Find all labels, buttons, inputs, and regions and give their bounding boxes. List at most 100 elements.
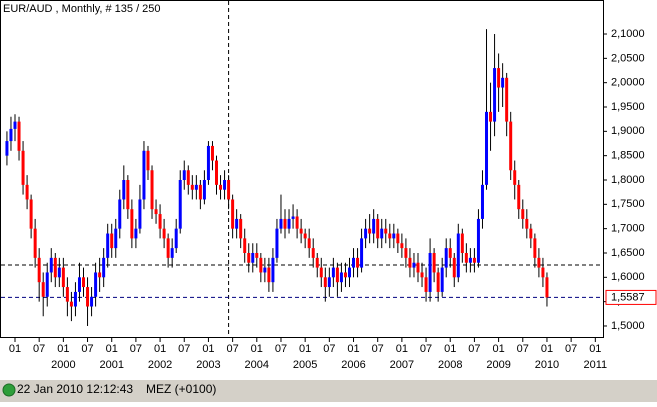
candle-body (364, 228, 368, 239)
candle-body (82, 277, 86, 288)
candle-body (307, 238, 311, 249)
candle-body (360, 238, 364, 268)
candle-body (170, 248, 174, 258)
candle-body (186, 170, 190, 185)
candle-body (9, 128, 13, 142)
candle-body (291, 216, 295, 219)
candle-body (231, 199, 235, 229)
candle-body (182, 170, 186, 180)
candle-body (5, 141, 9, 156)
candle-body (420, 272, 424, 278)
x-tick-label: 01 (396, 343, 408, 355)
year-label: 2011 (583, 359, 607, 371)
candle-body (279, 218, 283, 229)
candle-body (202, 179, 206, 200)
candle-body (476, 218, 480, 263)
candle-body (33, 228, 37, 258)
x-tick-label: 07 (565, 343, 577, 355)
candle-body (335, 267, 339, 283)
candle-body (146, 150, 150, 171)
candle-body (122, 179, 126, 200)
y-tick-label: 1,9000 (611, 125, 645, 137)
candle-body (356, 257, 360, 268)
candle-body (215, 160, 218, 185)
candle-body (57, 267, 61, 278)
candle-body (464, 252, 468, 263)
candle-body (408, 257, 412, 268)
candle-body (198, 184, 202, 200)
year-label: 2008 (438, 359, 462, 371)
year-label: 2010 (535, 359, 559, 371)
x-tick-label: 01 (347, 343, 359, 355)
candle-body (287, 218, 291, 229)
candle-body (162, 228, 166, 239)
candle-body (223, 179, 227, 190)
year-label: 2001 (99, 359, 123, 371)
x-tick-label: 07 (372, 343, 384, 355)
x-tick-label: 01 (492, 343, 504, 355)
candle-body (86, 287, 90, 307)
x-tick-label: 07 (275, 343, 287, 355)
x-tick-label: 01 (57, 343, 69, 355)
candle-body (416, 262, 420, 273)
x-tick-label: 07 (33, 343, 45, 355)
candle-body (521, 209, 525, 219)
candle-body (497, 68, 501, 88)
candle-body (259, 257, 263, 273)
candle-body (323, 277, 327, 288)
y-tick-label: 2,0500 (611, 52, 645, 64)
candle-body (537, 257, 541, 268)
x-tick-label: 01 (202, 343, 214, 355)
x-tick-label: 07 (323, 343, 335, 355)
candle-body (525, 218, 529, 229)
candle-body (283, 218, 287, 229)
candle-body (247, 252, 251, 263)
x-tick-label: 01 (251, 343, 263, 355)
x-tick-label: 01 (589, 343, 601, 355)
candle-body (428, 252, 432, 292)
status-timezone: MEZ (+0100) (146, 382, 216, 396)
year-label: 2003 (196, 359, 220, 371)
candle-body (90, 296, 94, 307)
candle-body (154, 209, 158, 215)
candle-body (368, 228, 372, 234)
candle-body (436, 272, 440, 292)
candle-body (493, 68, 497, 122)
candle-body (303, 233, 307, 239)
candle-body (295, 216, 299, 229)
candle-body (388, 233, 392, 239)
candle-body (396, 233, 400, 244)
candle-body (21, 150, 25, 185)
candle-body (311, 248, 315, 258)
y-tick-label: 1,8000 (611, 174, 645, 186)
candle-body (424, 277, 428, 292)
candle-body (448, 248, 452, 258)
candle-body (513, 170, 517, 185)
candle-body (73, 291, 77, 307)
candle-body (118, 199, 122, 229)
candle-body (347, 267, 351, 278)
candle-body (49, 257, 53, 273)
candle-body (541, 267, 545, 278)
candle-body (158, 214, 162, 229)
candle-body (94, 272, 98, 297)
candle-body (339, 272, 343, 283)
candle-body (480, 184, 484, 219)
candle-body (529, 228, 533, 239)
x-tick-label: 01 (541, 343, 553, 355)
candle-body (98, 272, 102, 278)
candle-body (352, 257, 356, 268)
candle-body (138, 199, 142, 229)
candle-body (142, 150, 146, 200)
candle-body (412, 262, 416, 268)
x-tick-label: 01 (106, 343, 118, 355)
y-tick-label: 1,9500 (611, 101, 645, 113)
candle-body (545, 277, 549, 298)
candle-body (206, 145, 210, 180)
candle-body (392, 233, 396, 239)
candle-body (235, 218, 239, 229)
year-label: 2004 (245, 359, 269, 371)
status-icon (2, 383, 16, 397)
year-label: 2009 (486, 359, 510, 371)
candle-body (384, 228, 388, 234)
